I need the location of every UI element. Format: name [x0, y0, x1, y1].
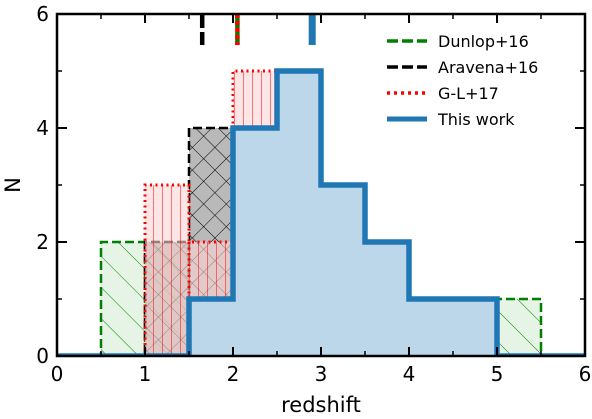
step-outline-this-work	[57, 68, 585, 356]
bar-this-work-5	[277, 71, 321, 356]
y-tick-label-1: 2	[36, 230, 49, 254]
y-tick-label-3: 6	[36, 2, 49, 26]
x-tick-label-1: 1	[139, 362, 152, 386]
bar-this-work-4	[233, 128, 277, 356]
x-tick-label-4: 4	[403, 362, 416, 386]
bar-hatch-g-l-17-2	[145, 185, 189, 356]
legend: Dunlop+16 Aravena+16 G-L+17 This work	[387, 32, 538, 129]
y-tick-label-2: 4	[36, 116, 49, 140]
y-tick-label-0: 0	[36, 344, 49, 368]
bar-this-work-9	[453, 299, 497, 356]
bar-this-work-6	[321, 185, 365, 356]
bar-this-work-8	[409, 299, 453, 356]
x-tick-label-5: 5	[491, 362, 504, 386]
bar-hatch-dunlop-16-10	[497, 299, 541, 356]
legend-label-g-l-17: G-L+17	[438, 84, 499, 103]
legend-label-aravena-16: Aravena+16	[438, 58, 538, 77]
median-markers	[199, 14, 316, 45]
legend-label-this-work: This work	[437, 110, 515, 129]
bar-hatch-dunlop-16-1	[101, 242, 145, 356]
plot-area	[57, 68, 585, 356]
x-tick-label-6: 6	[579, 362, 592, 386]
bar-this-work-7	[365, 242, 409, 356]
axis-ticks: 0 1 2 3 4 5 6 0 2 4 6	[36, 2, 591, 386]
bar-this-work-3	[189, 299, 233, 356]
series-this-work	[57, 68, 585, 356]
y-axis-label: N	[1, 177, 25, 193]
x-axis-label: redshift	[281, 393, 361, 417]
x-tick-label-2: 2	[227, 362, 240, 386]
x-tick-label-3: 3	[315, 362, 328, 386]
legend-label-dunlop-16: Dunlop+16	[438, 32, 529, 51]
x-tick-label-0: 0	[51, 362, 64, 386]
